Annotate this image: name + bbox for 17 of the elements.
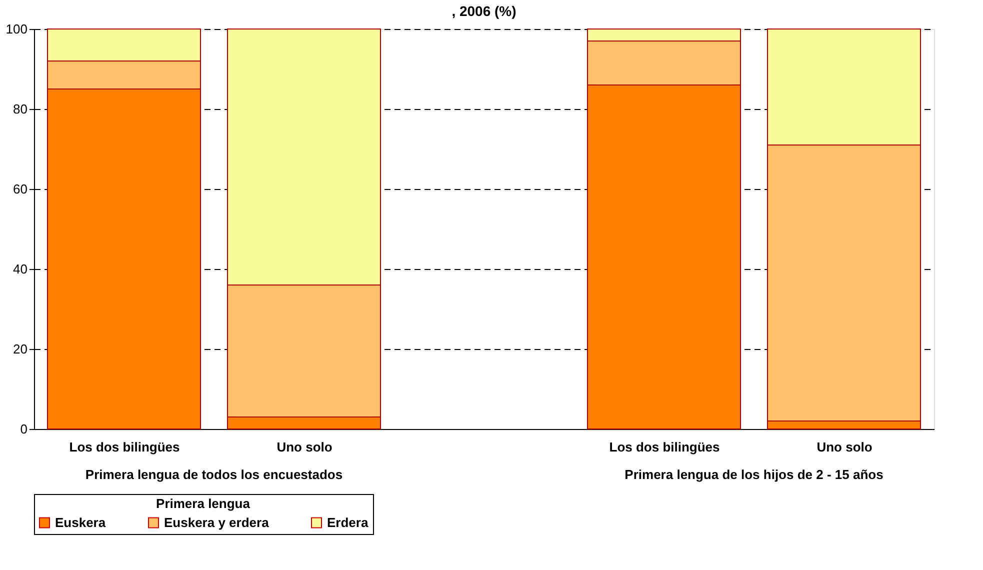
text: Primera lengua de los hijos de 2 - 15 años [624,467,884,482]
x-tick-label: Uno solo [276,440,332,454]
x-tick-label: Los dos bilingües [69,440,180,454]
y-tick-label: 100 [6,22,28,36]
legend-label: Euskera [55,514,106,530]
y-tick-label: 20 [13,342,28,356]
legend-label: Euskera y erdera [164,514,270,530]
legend-title: Primera lengua [156,496,251,511]
y-tick-label: 80 [13,102,28,116]
x-tick-label: Uno solo [816,440,872,454]
y-tick-label: 60 [13,182,28,196]
chart-title: , 2006 (%) [452,3,516,19]
text: Primera lengua de todos los encuestados [85,467,343,482]
x-tick-label: Los dos bilingües [609,440,720,454]
y-tick-label: 40 [13,262,28,276]
y-tick-label: 0 [20,422,28,436]
legend-label: Erdera [327,514,369,530]
